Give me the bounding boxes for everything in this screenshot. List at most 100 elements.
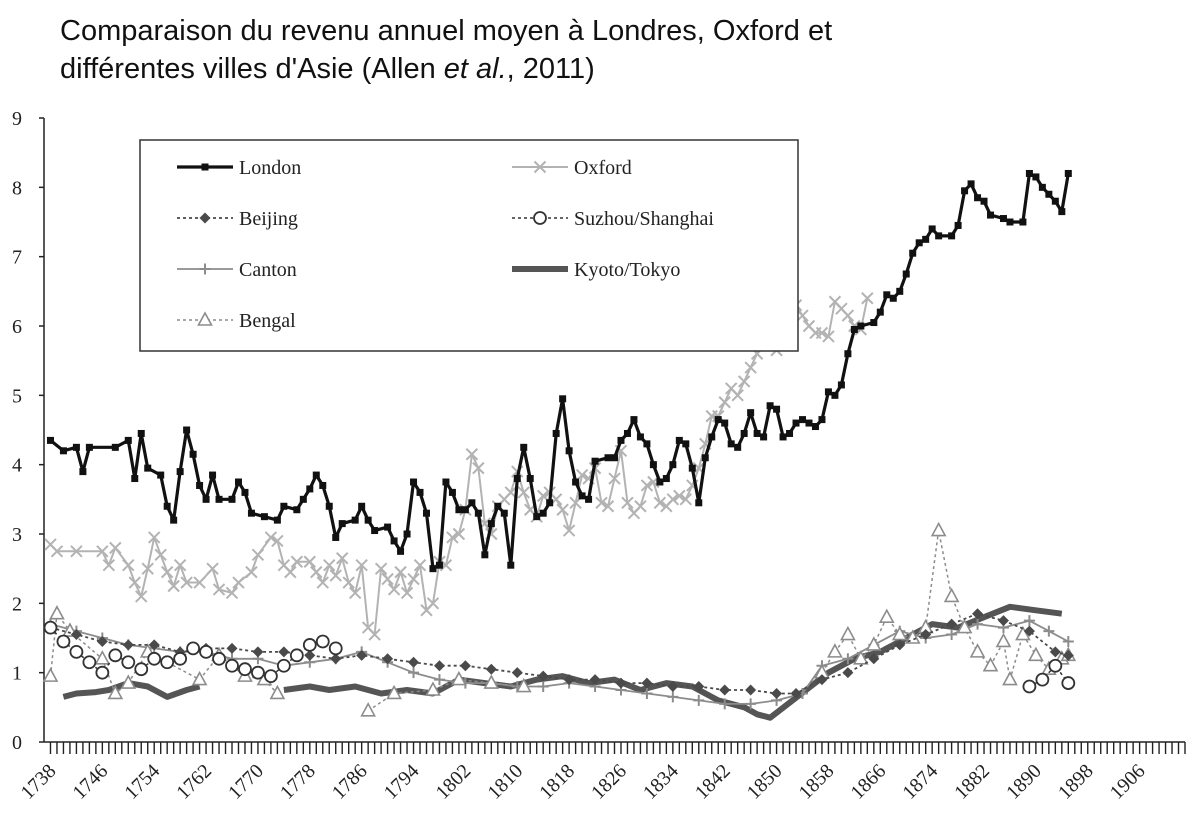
y-tick-label: 5	[12, 385, 22, 407]
data-point-london	[572, 478, 580, 486]
data-point-beijing	[382, 653, 394, 665]
data-point-london	[922, 235, 930, 243]
data-point-london	[273, 516, 281, 524]
data-point-london	[611, 454, 618, 462]
data-point-oxford	[796, 309, 809, 322]
data-point-oxford	[316, 576, 329, 589]
data-point-oxford	[212, 583, 226, 596]
data-point-bengal	[42, 667, 59, 682]
data-point-london	[72, 443, 80, 451]
data-point-beijing	[278, 646, 290, 658]
data-point-london	[675, 436, 683, 444]
data-point-beijing	[563, 674, 575, 686]
data-point-london	[876, 308, 884, 316]
legend-marker-beijing	[199, 212, 211, 224]
legend: London Oxford Beijing Suzhou/Shanghai Canton…	[139, 139, 799, 352]
data-point-london	[870, 319, 878, 327]
data-point-london	[1051, 197, 1059, 205]
legend-label-oxford: Oxford	[574, 157, 632, 179]
data-point-london	[79, 468, 87, 476]
data-point-london	[533, 513, 541, 521]
data-point-oxford	[264, 531, 278, 544]
data-point-beijing	[790, 687, 802, 699]
data-point-oxford	[154, 548, 167, 562]
data-point-bengal	[930, 521, 947, 537]
data-point-london	[1038, 183, 1046, 191]
data-point-oxford	[472, 461, 485, 475]
title-line-2: différentes villes d'Asie (Allen et al.,…	[60, 50, 1160, 88]
data-point-oxford	[822, 330, 835, 343]
legend-box	[139, 139, 799, 352]
data-point-london	[247, 509, 255, 517]
data-point-beijing	[1049, 646, 1061, 658]
data-point-london	[766, 402, 774, 410]
data-point-beijing	[304, 649, 316, 661]
data-point-bengal	[969, 643, 986, 658]
data-point-oxford	[310, 565, 323, 579]
data-point-london	[1025, 169, 1033, 177]
data-point-suzhou-shanghai	[186, 641, 201, 656]
data-point-london	[481, 551, 489, 559]
data-point-canton	[641, 687, 653, 699]
data-point-london	[410, 478, 418, 486]
data-point-london	[714, 416, 722, 424]
data-point-bengal	[1015, 625, 1031, 641]
data-point-oxford	[96, 545, 109, 558]
legend-label-canton: Canton	[239, 259, 297, 281]
data-point-bengal	[120, 674, 137, 689]
data-point-beijing	[122, 639, 134, 651]
data-point-oxford	[517, 486, 530, 499]
data-point-london	[461, 506, 469, 514]
x-tick-label: 1882	[950, 760, 994, 804]
legend-label-beijing: Beijing	[239, 208, 298, 230]
data-point-oxford	[336, 552, 349, 565]
data-point-london	[293, 506, 301, 514]
data-point-suzhou-shanghai	[328, 641, 343, 656]
data-point-london	[332, 533, 340, 541]
data-point-beijing	[537, 670, 549, 682]
data-point-beijing	[641, 677, 653, 689]
data-point-suzhou-shanghai	[147, 651, 162, 666]
data-point-oxford	[731, 389, 744, 402]
data-point-beijing	[972, 608, 984, 620]
data-point-london	[306, 485, 314, 493]
y-tick-label: 3	[12, 524, 22, 546]
data-point-london	[176, 468, 184, 476]
data-point-bengal	[865, 636, 882, 651]
data-point-bengal	[878, 608, 895, 624]
data-point-bengal	[995, 632, 1012, 648]
data-point-canton	[972, 618, 984, 630]
data-point-canton	[842, 653, 854, 665]
y-tick-label: 7	[12, 247, 22, 269]
data-point-oxford	[608, 472, 621, 485]
data-point-oxford	[128, 576, 141, 589]
data-point-london	[585, 495, 593, 503]
data-point-oxford	[737, 375, 751, 388]
data-point-beijing	[894, 639, 906, 651]
data-point-canton	[946, 629, 958, 641]
data-point-london	[241, 488, 249, 496]
data-point-oxford	[744, 361, 757, 374]
data-point-bengal	[386, 684, 402, 700]
data-point-london	[792, 419, 800, 427]
data-point-beijing	[745, 684, 757, 696]
data-point-canton	[719, 698, 731, 710]
data-point-suzhou-shanghai	[302, 638, 317, 652]
legend-label-london: London	[239, 157, 301, 179]
data-point-london	[980, 197, 988, 205]
data-point-london	[429, 565, 437, 573]
data-point-oxford	[122, 558, 135, 572]
title-line-2-pre: différentes villes d'Asie (Allen	[60, 53, 444, 85]
data-point-london	[513, 475, 521, 483]
data-point-london	[799, 416, 807, 424]
legend-label-kyoto-tokyo: Kyoto/Tokyo	[574, 259, 680, 281]
data-point-bengal	[107, 684, 124, 700]
data-point-oxford	[173, 558, 187, 572]
data-point-bengal	[49, 605, 65, 620]
data-point-oxford	[679, 493, 693, 506]
data-point-beijing	[148, 639, 160, 651]
data-point-oxford	[634, 500, 647, 513]
series-suzhou-shanghai	[43, 620, 1076, 694]
data-point-oxford	[303, 555, 317, 568]
